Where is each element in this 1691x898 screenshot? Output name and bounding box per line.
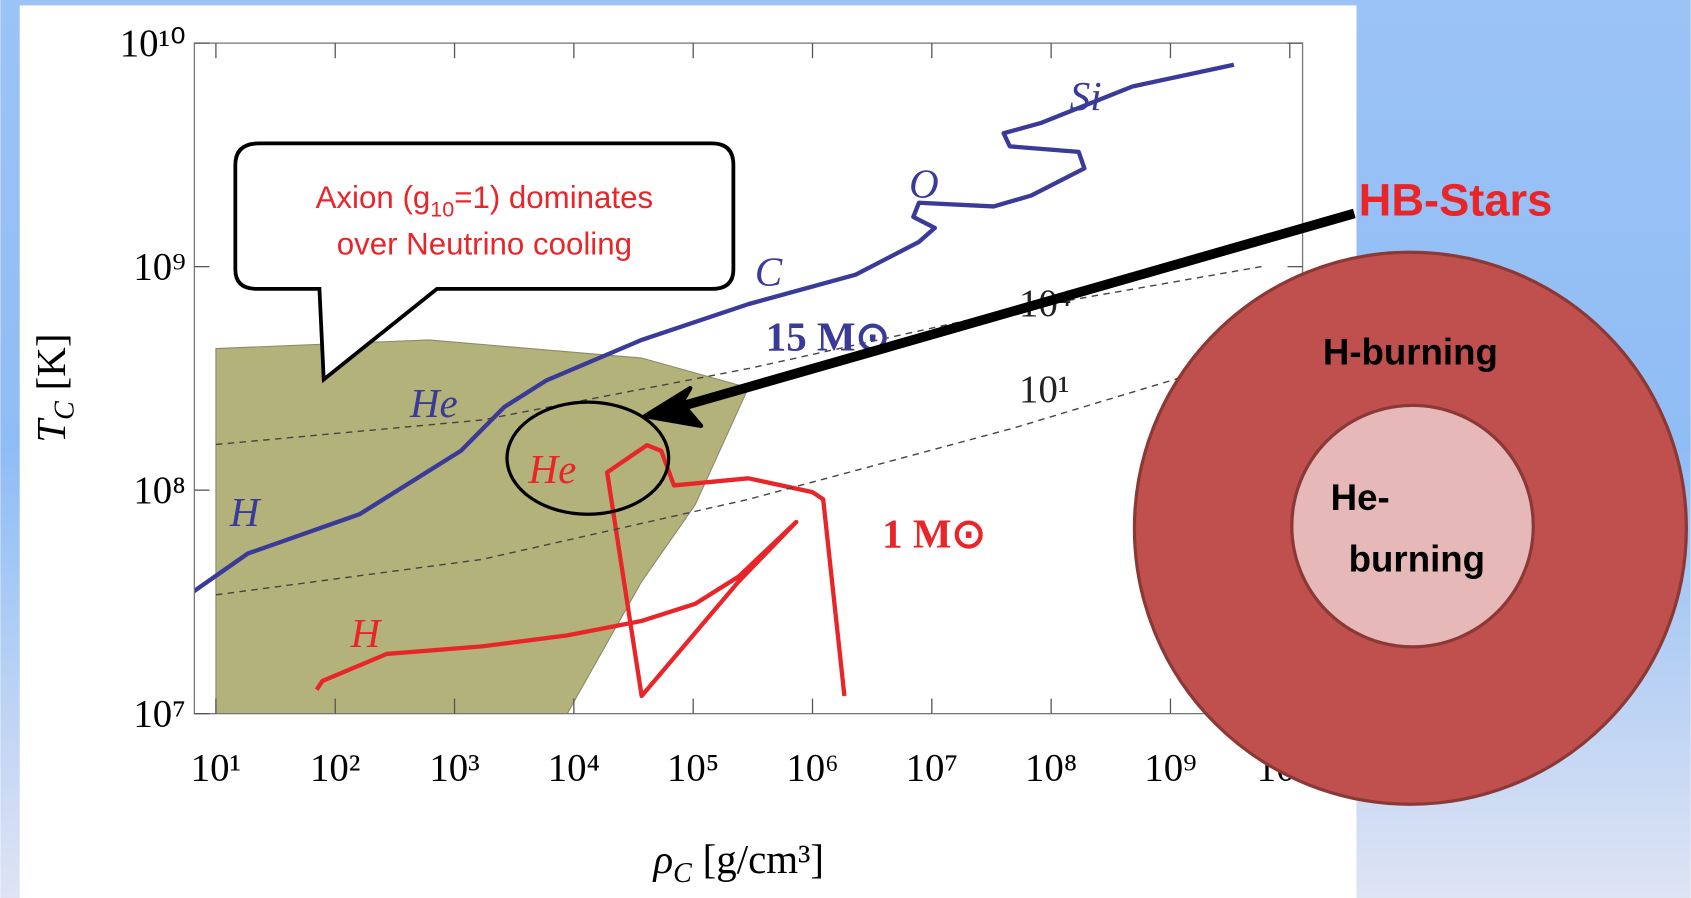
x-tick-label: 10⁹	[1144, 746, 1196, 789]
axion-region	[215, 339, 750, 714]
x-tick-label: 10²	[310, 746, 360, 789]
callout-box	[233, 141, 736, 384]
callout-subscript: 10	[430, 197, 454, 222]
series-label: 1 M⊙	[882, 511, 986, 557]
arrow-shaft	[675, 208, 1356, 413]
x-axis-label: ρC [g/cm³]	[651, 836, 824, 889]
x-tick-label: 10⁵	[667, 746, 719, 789]
track-phase-label: He	[528, 446, 577, 492]
star-core	[1290, 403, 1535, 649]
track-phase-label: H	[229, 489, 262, 535]
h-burning-label: H-burning	[1323, 331, 1498, 372]
track-phase-label: Si	[1070, 73, 1102, 119]
evolution-track	[194, 62, 1235, 594]
x-label-symbol: ρ	[651, 836, 673, 882]
isoline	[215, 352, 1262, 596]
arrow-head	[642, 385, 704, 428]
x-tick-label: 10⁴	[548, 746, 600, 789]
y-tick-label: 10¹⁰	[120, 22, 186, 65]
y-label-subscript: C	[50, 401, 81, 420]
y-axis-label: TC [K]	[28, 334, 81, 443]
track-phase-label: He	[409, 380, 458, 426]
axes: 10¹ 10² 10³ 10⁴ 10⁵ 10⁶ 10⁷ 10⁸ 10⁹ 10¹⁰ 10⁷ 10⁸ 10⁹…	[120, 22, 1323, 789]
callout-line-1: Axion (g10=1) dominates	[316, 180, 654, 222]
y-label-unit: [K]	[28, 334, 74, 391]
plot-area	[194, 62, 1262, 714]
isoline	[215, 265, 1262, 446]
x-tick-label: 10⁶	[786, 746, 838, 789]
x-label-unit: [g/cm³]	[703, 836, 824, 882]
evolution-track	[314, 442, 847, 699]
he-circle	[505, 400, 671, 516]
y-tick-label: 10⁷	[133, 693, 185, 736]
he-burning-label: He-	[1331, 477, 1390, 518]
x-label-subscript: C	[673, 858, 692, 889]
track-phase-label: H	[350, 610, 383, 656]
callout-text: =1) dominates	[454, 180, 653, 215]
he-burning-label: burning	[1349, 538, 1485, 579]
y-label-symbol: T	[28, 417, 74, 443]
hb-stars-label: HB-Stars	[1359, 175, 1553, 226]
y-tick-label: 10⁸	[133, 469, 185, 512]
callout-line-2: over Neutrino cooling	[337, 226, 632, 261]
x-tick-label: 10⁷	[906, 746, 958, 789]
callout-text: Axion (g	[316, 180, 431, 215]
series-label: 10¹	[1019, 368, 1069, 411]
x-tick-label: 10³	[429, 746, 479, 789]
y-tick-label: 10⁹	[133, 246, 185, 289]
x-tick-label: 10⁸	[1025, 746, 1077, 789]
track-phase-label: C	[755, 249, 783, 295]
track-phase-label: O	[909, 160, 939, 206]
x-tick-label: 10¹	[191, 746, 241, 789]
